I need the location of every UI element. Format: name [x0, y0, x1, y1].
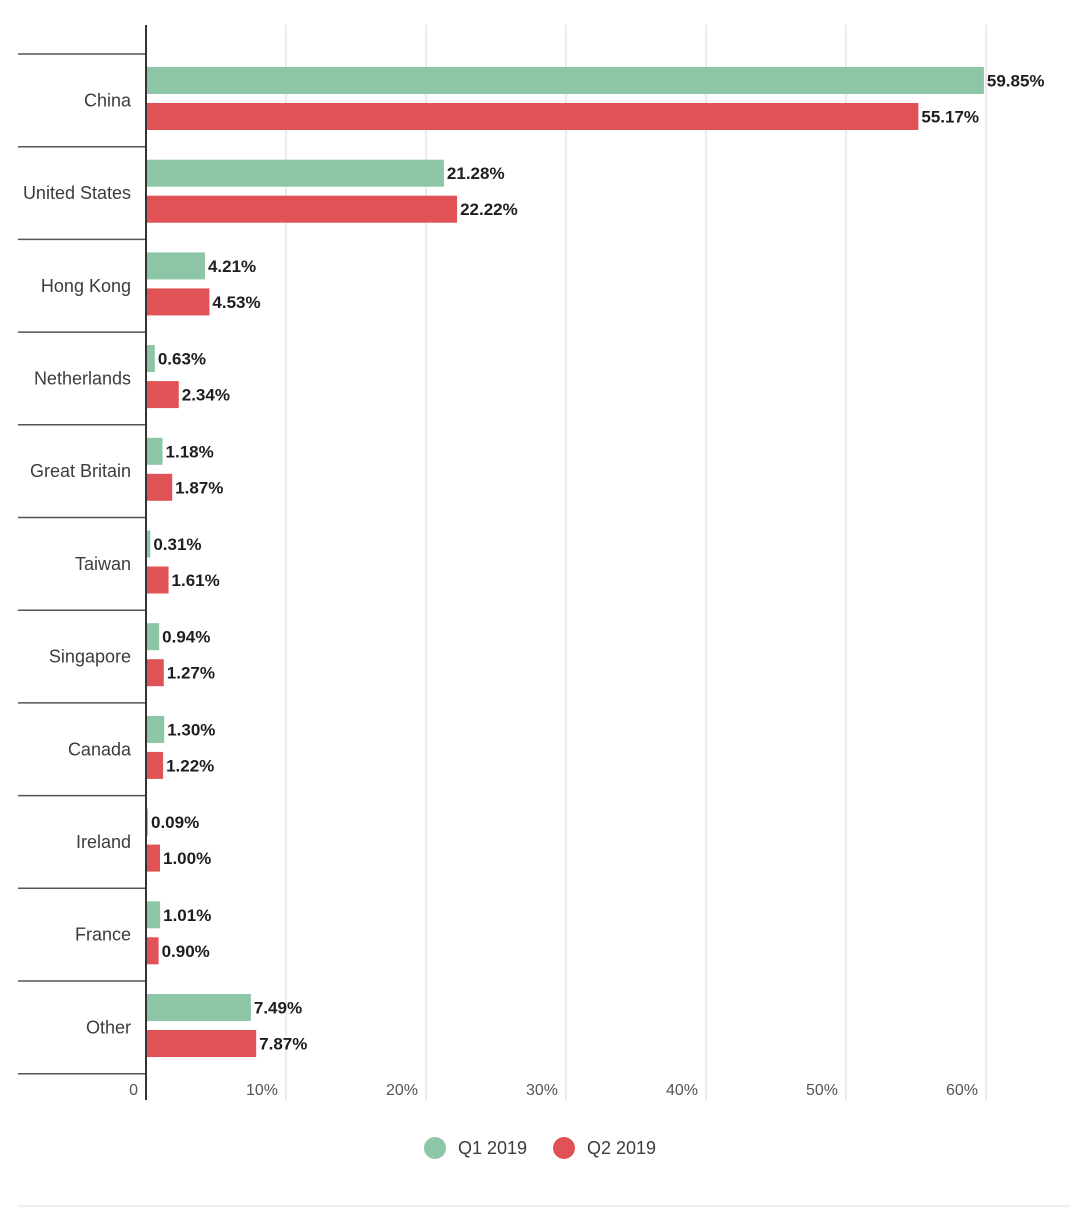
bar-q2[interactable]	[146, 195, 458, 223]
bar-q1[interactable]	[146, 530, 151, 558]
legend-swatch-q2	[553, 1137, 575, 1159]
bar-q1[interactable]	[146, 994, 251, 1021]
bar-q1[interactable]	[146, 345, 155, 373]
category-label: Hong Kong	[41, 276, 131, 296]
data-label: 1.61%	[172, 571, 220, 590]
data-label: 22.22%	[460, 200, 518, 219]
category-label: China	[84, 90, 132, 110]
bar-q1[interactable]	[146, 437, 163, 465]
data-label: 7.49%	[254, 999, 302, 1018]
legend: Q1 2019 Q2 2019	[0, 1132, 1080, 1164]
category-label: Ireland	[76, 832, 131, 852]
legend-swatch-q1	[423, 1137, 446, 1159]
data-label: 1.27%	[167, 664, 215, 683]
data-label: 4.53%	[212, 293, 260, 312]
category-label: France	[75, 925, 131, 945]
bar-q2[interactable]	[146, 751, 164, 779]
category-label: Netherlands	[34, 368, 131, 388]
data-label: 4.21%	[208, 257, 256, 276]
legend-label-q2: Q2 2019	[587, 1137, 657, 1158]
category-label: Singapore	[49, 647, 131, 667]
data-label: 1.00%	[163, 849, 211, 868]
data-label: 1.30%	[167, 720, 215, 739]
x-tick-label: 20%	[386, 1082, 418, 1099]
data-label: 0.31%	[153, 535, 201, 554]
data-label: 55.17%	[921, 108, 979, 127]
bottom-divider	[18, 1205, 1070, 1207]
data-label: 0.09%	[151, 813, 199, 832]
x-tick-label: 40%	[666, 1082, 698, 1099]
bar-q2[interactable]	[146, 844, 160, 872]
bar-q2[interactable]	[146, 288, 210, 316]
legend-label-q1: Q1 2019	[457, 1137, 527, 1158]
bar-q1[interactable]	[146, 67, 984, 94]
data-label: 1.22%	[166, 756, 214, 775]
x-tick-label: 0	[129, 1082, 138, 1099]
bar-q2[interactable]	[146, 103, 919, 130]
category-label: Canada	[68, 739, 132, 759]
bar-q1[interactable]	[146, 901, 161, 929]
data-label: 7.87%	[259, 1035, 307, 1054]
data-label: 0.90%	[162, 942, 210, 961]
bar-q2[interactable]	[146, 473, 173, 501]
data-label: 1.18%	[166, 442, 214, 461]
data-label: 1.01%	[163, 906, 211, 925]
bar-q2[interactable]	[146, 566, 169, 594]
x-tick-label: 10%	[246, 1082, 278, 1099]
bar-q1[interactable]	[146, 623, 160, 651]
legend-item-q1[interactable]: Q1 2019	[423, 1137, 527, 1159]
category-label: Great Britain	[30, 461, 131, 481]
bar-q1[interactable]	[146, 159, 444, 187]
data-label: 1.87%	[175, 478, 223, 497]
data-label: 0.94%	[162, 628, 210, 647]
bar-q1[interactable]	[146, 252, 205, 280]
x-tick-label: 60%	[946, 1082, 978, 1099]
category-label: Other	[86, 1017, 131, 1037]
data-label: 0.63%	[158, 350, 206, 369]
bar-q2[interactable]	[146, 1030, 257, 1057]
data-label: 2.34%	[182, 386, 230, 405]
bar-q2[interactable]	[146, 659, 164, 687]
x-tick-label: 30%	[526, 1082, 558, 1099]
category-label: United States	[23, 183, 131, 203]
legend-item-q2[interactable]: Q2 2019	[553, 1137, 656, 1159]
bar-q2[interactable]	[146, 381, 179, 409]
data-label: 21.28%	[447, 164, 505, 183]
bar-q2[interactable]	[146, 937, 159, 965]
category-label: Taiwan	[75, 554, 131, 574]
x-tick-label: 50%	[806, 1082, 838, 1099]
data-label: 59.85%	[987, 72, 1045, 91]
bar-q1[interactable]	[146, 715, 165, 743]
